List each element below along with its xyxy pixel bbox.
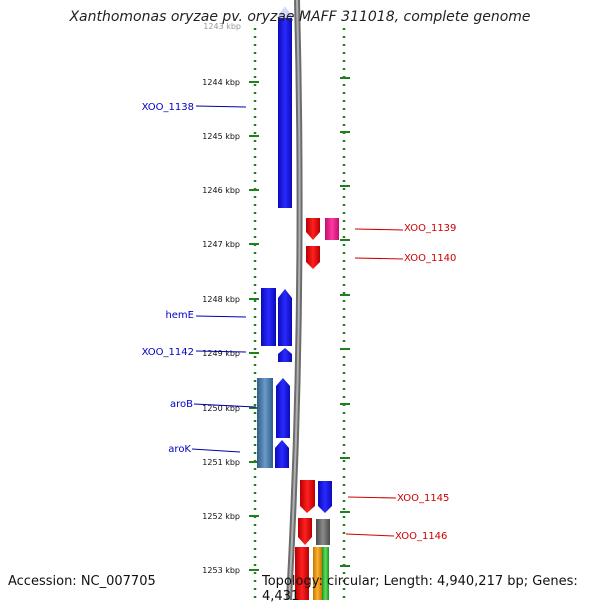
right-ruler bbox=[340, 77, 350, 567]
ruler-label: 1249 kbp bbox=[202, 349, 240, 358]
label-group-xoo-1140[interactable]: XOO_1140 bbox=[354, 253, 456, 264]
gene-label-xoo-1140[interactable]: XOO_1140 bbox=[404, 253, 456, 264]
label-group-xoo-1145[interactable]: XOO_1145 bbox=[347, 493, 449, 504]
gene-xoo-1145[interactable] bbox=[318, 481, 332, 513]
label-group-arob[interactable]: aroB bbox=[170, 399, 257, 410]
genome-title: Xanthomonas oryzae pv. oryzae MAFF 31101… bbox=[69, 9, 531, 25]
gene-label-xoo-1139[interactable]: XOO_1139 bbox=[404, 223, 456, 234]
ruler: 1244 kbp 1245 kbp 1246 kbp 1247 kbp 1248 kbp… bbox=[202, 78, 259, 575]
label-group-xoo-1146[interactable]: XOO_1146 bbox=[345, 531, 447, 542]
label-group-xoo-1138[interactable]: XOO_1138 bbox=[142, 102, 247, 113]
gene-xoo-1142[interactable] bbox=[278, 348, 292, 362]
gene-label-xoo-1145[interactable]: XOO_1145 bbox=[397, 493, 449, 504]
accession-text: Accession: NC_007705 bbox=[8, 574, 156, 589]
gene-label-hemE[interactable]: hemE bbox=[165, 310, 194, 321]
ruler-label: 1250 kbp bbox=[202, 404, 240, 413]
gene-arob[interactable] bbox=[276, 378, 290, 438]
ruler-label: 1252 kbp bbox=[202, 512, 240, 521]
gene-xoo-1139[interactable] bbox=[306, 218, 320, 240]
genome-backbone-highlight bbox=[288, 0, 301, 600]
gene-xoo-1140[interactable] bbox=[306, 246, 320, 269]
ruler-label: 1244 kbp bbox=[202, 78, 240, 87]
label-group-hemE[interactable]: hemE bbox=[165, 310, 247, 321]
gene-label-xoo-1146[interactable]: XOO_1146 bbox=[395, 531, 447, 542]
ruler-label: 1247 kbp bbox=[202, 240, 240, 249]
ruler-label: 1246 kbp bbox=[202, 186, 240, 195]
label-group-xoo-1139[interactable]: XOO_1139 bbox=[354, 223, 456, 234]
ruler-label-partial: 1243 kbp bbox=[203, 22, 241, 31]
gene-xoo-1146[interactable] bbox=[316, 519, 330, 545]
label-group-xoo-1142[interactable]: XOO_1142 bbox=[142, 347, 247, 358]
gene-hemE-a[interactable] bbox=[261, 288, 276, 346]
gene-bottom-green[interactable] bbox=[322, 547, 329, 600]
gene-arok[interactable] bbox=[275, 440, 289, 468]
gene-xoo-1139-magenta[interactable] bbox=[325, 218, 339, 240]
label-group-arok[interactable]: aroK bbox=[168, 444, 241, 455]
ruler-label: 1248 kbp bbox=[202, 295, 240, 304]
gene-label-xoo-1142[interactable]: XOO_1142 bbox=[142, 347, 194, 358]
ruler-label: 1253 kbp bbox=[202, 566, 240, 575]
gene-xoo-1138-head[interactable] bbox=[277, 6, 293, 18]
gene-label-arob[interactable]: aroB bbox=[170, 399, 193, 410]
gene-label-xoo-1138[interactable]: XOO_1138 bbox=[142, 102, 194, 113]
gene-label-arok[interactable]: aroK bbox=[168, 444, 191, 455]
gene-xoo-1138[interactable] bbox=[278, 18, 292, 208]
gene-hemE-b[interactable] bbox=[278, 289, 292, 346]
gene-bottom-red[interactable] bbox=[295, 547, 309, 600]
gene-arob-steel[interactable] bbox=[257, 378, 273, 468]
gene-xoo-1145-red[interactable] bbox=[300, 480, 315, 513]
ruler-label: 1245 kbp bbox=[202, 132, 240, 141]
gene-xoo-1146-red[interactable] bbox=[298, 518, 312, 545]
gene-bottom-orange[interactable] bbox=[313, 547, 322, 600]
ruler-label: 1251 kbp bbox=[202, 458, 240, 467]
